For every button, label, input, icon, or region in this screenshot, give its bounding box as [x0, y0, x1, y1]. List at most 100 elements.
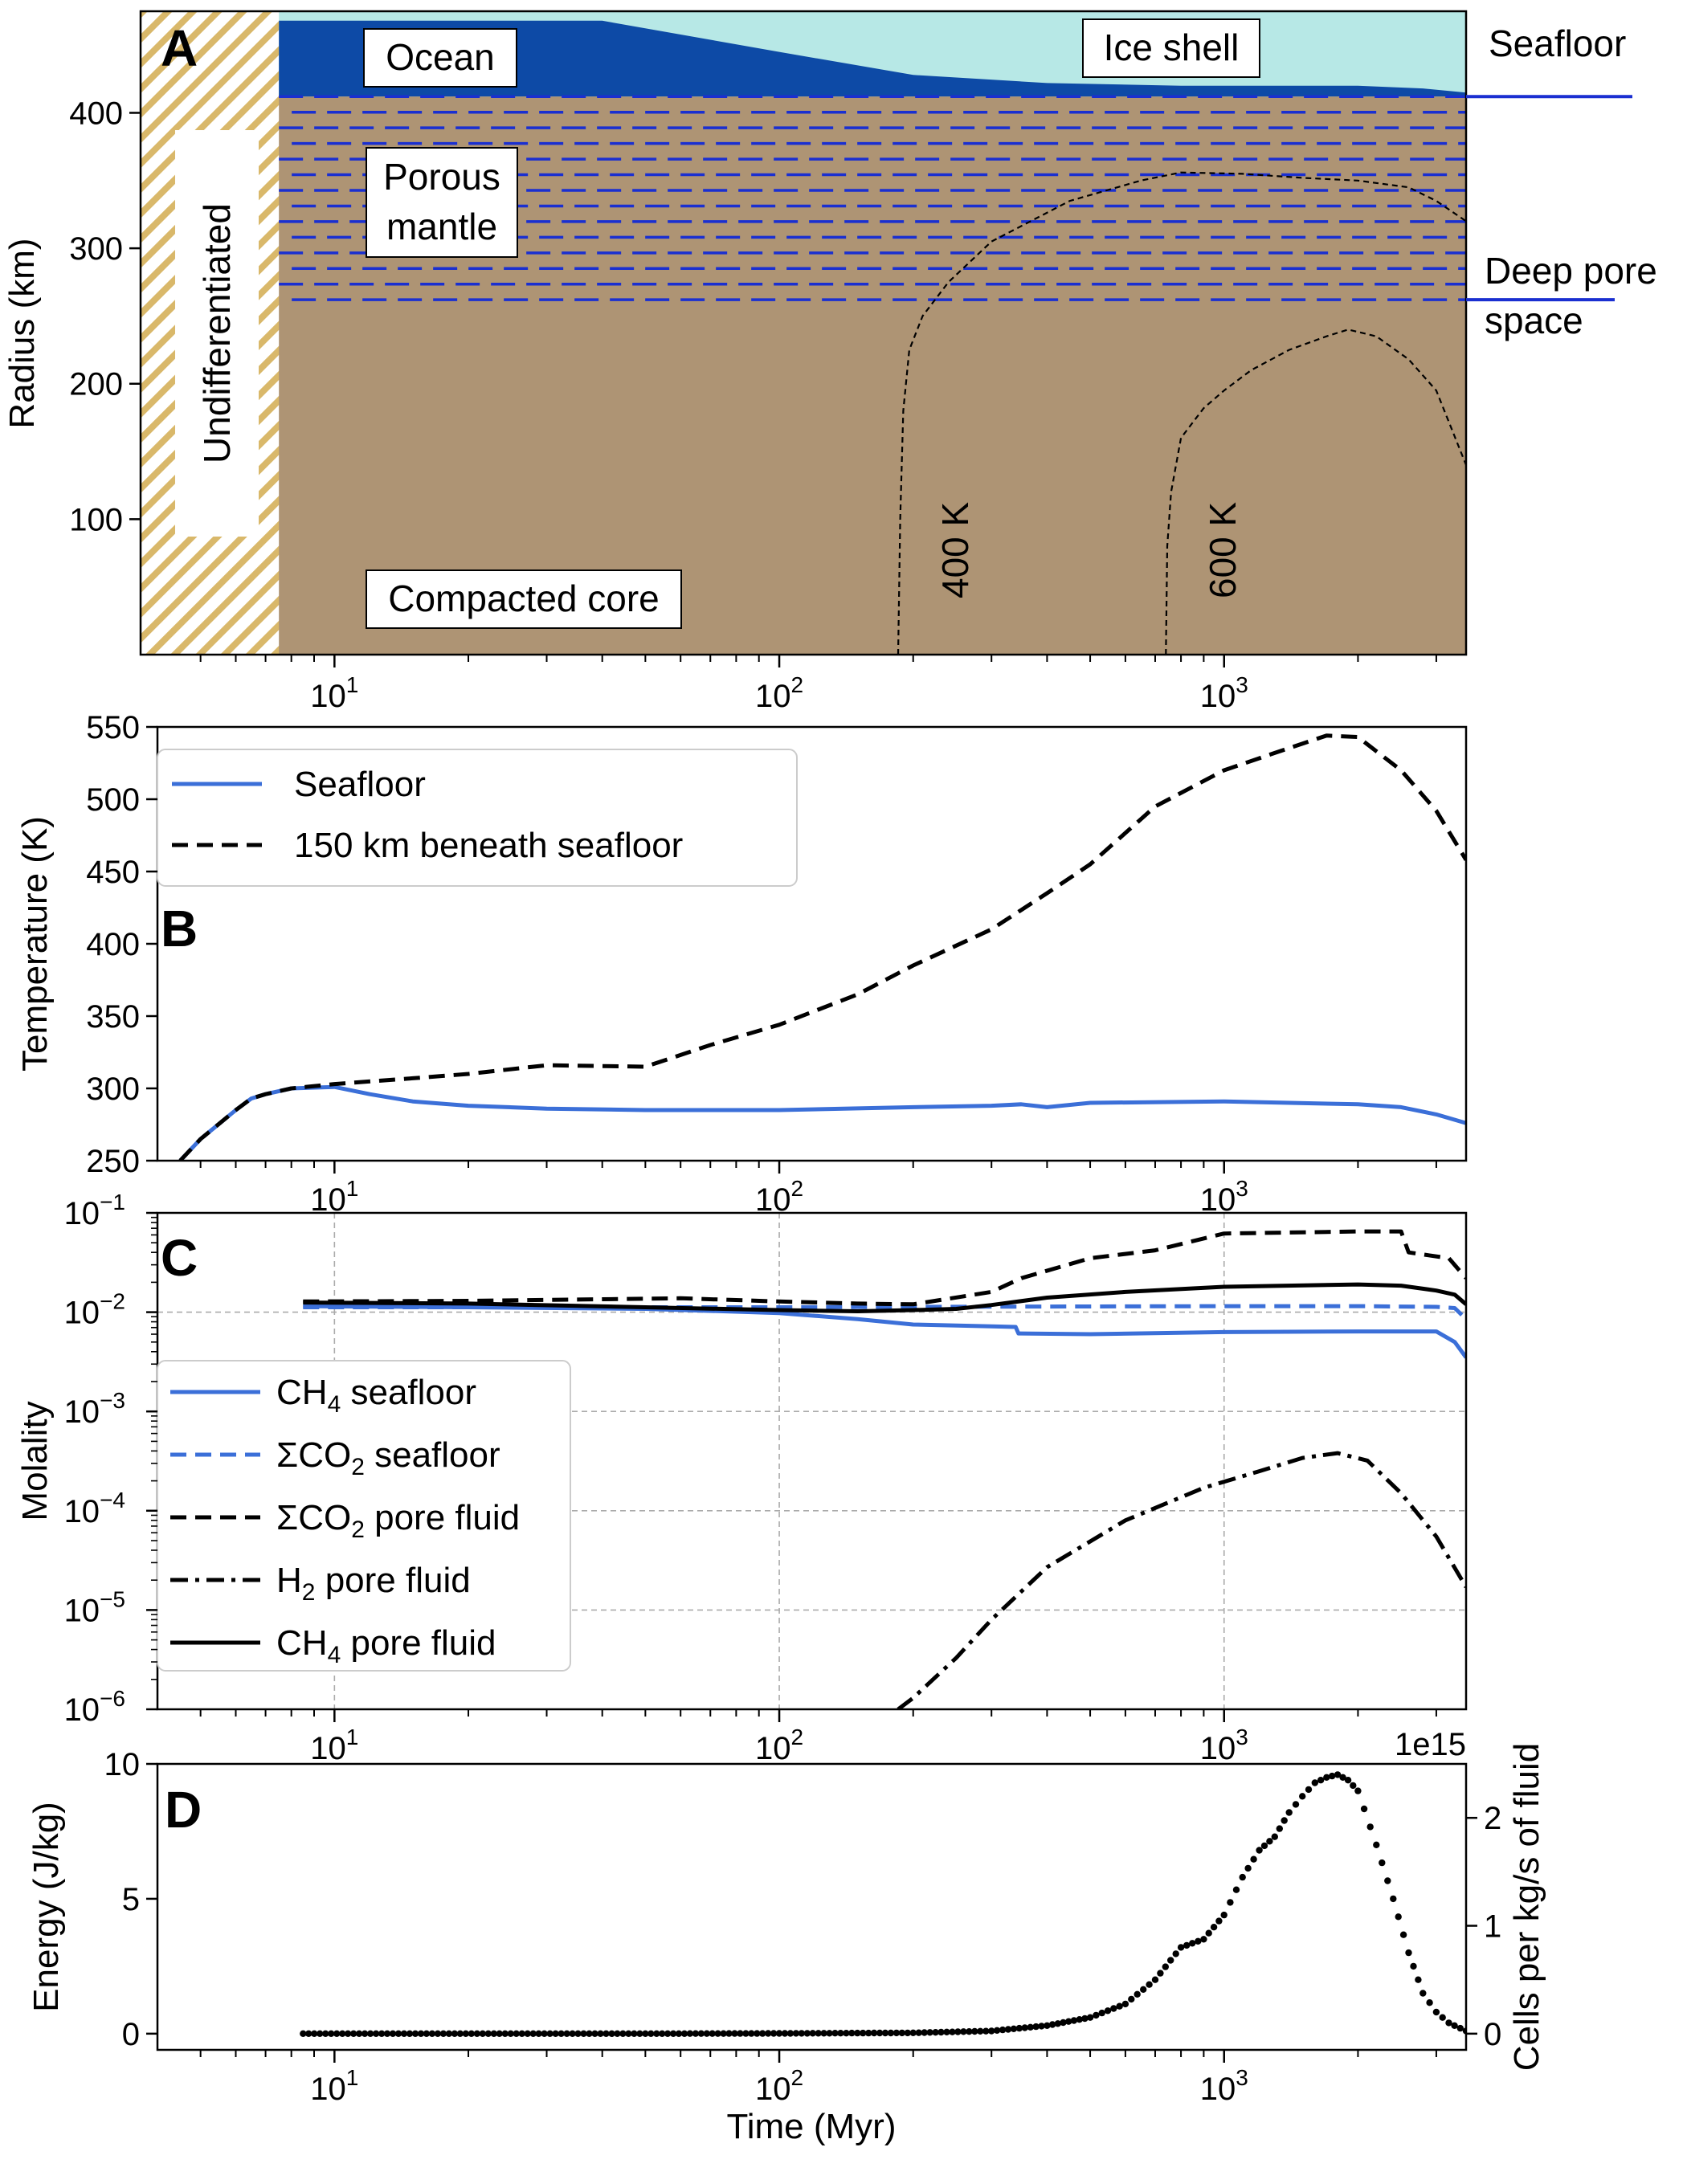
energy-point — [541, 2030, 548, 2037]
energy-point — [468, 2030, 475, 2037]
undifferentiated-label-box — [175, 130, 259, 537]
energy-point — [339, 2030, 346, 2037]
x-tick-label: 103 — [1200, 2065, 1248, 2107]
panel-b-temperature-chart: B Seafloor 150 km beneath seafloor Tempe… — [15, 710, 1468, 1218]
y-tick-label: 10 — [104, 1747, 141, 1782]
energy-point — [546, 2030, 553, 2037]
energy-point — [1456, 2024, 1464, 2032]
panel-b-legend-box — [157, 749, 798, 887]
energy-point — [1354, 1787, 1362, 1794]
energy-point — [647, 2030, 655, 2037]
energy-point — [843, 2030, 850, 2037]
contour-600k — [1165, 329, 1466, 655]
energy-point — [860, 2029, 867, 2037]
energy-point — [411, 2030, 419, 2037]
energy-point — [1432, 2008, 1440, 2016]
energy-point — [742, 2030, 750, 2037]
y2-tick-label: 0 — [1484, 2017, 1501, 2052]
energy-point — [831, 2030, 839, 2037]
energy-point — [535, 2030, 542, 2037]
y-tick-label: 5 — [122, 1882, 140, 1917]
energy-point — [1183, 1941, 1191, 1949]
energy-point — [1104, 2007, 1112, 2015]
molality-line-5 — [303, 1282, 1466, 1313]
energy-point — [675, 2030, 683, 2037]
energy-point — [349, 2030, 357, 2037]
energy-point — [659, 2030, 666, 2037]
energy-point — [1311, 1779, 1319, 1786]
energy-point — [731, 2030, 738, 2037]
energy-point — [1081, 2015, 1089, 2023]
energy-point — [854, 2029, 861, 2037]
energy-point — [1271, 1833, 1279, 1840]
panel-b-xticks: 101 102 103 — [199, 1161, 1437, 1218]
porous-mantle-label-box — [366, 147, 518, 258]
energy-point — [1004, 2026, 1012, 2033]
energy-point — [1244, 1864, 1252, 1872]
energy-point — [759, 2030, 766, 2037]
energy-point — [865, 2029, 872, 2037]
panel-d-energy-chart: D Energy (J/kg) Cells per kg/s of fluid … — [27, 1727, 1546, 2146]
energy-point — [1439, 2014, 1446, 2021]
x-tick-label: 103 — [1200, 1725, 1248, 1766]
energy-point — [703, 2030, 710, 2037]
energy-point — [631, 2030, 638, 2037]
y-tick-label: 300 — [69, 231, 123, 267]
x-tick-label: 102 — [755, 2065, 803, 2107]
energy-point — [893, 2029, 901, 2037]
energy-point — [748, 2030, 755, 2037]
energy-point — [870, 2029, 878, 2037]
energy-point — [932, 2029, 939, 2036]
energy-point — [1227, 1899, 1234, 1906]
energy-point — [1086, 2014, 1094, 2021]
energy-point — [798, 2030, 805, 2037]
y-tick-label: 10−4 — [64, 1488, 125, 1529]
panel-d-letter: D — [165, 1781, 202, 1839]
energy-point — [372, 2030, 380, 2037]
y-tick-label: 300 — [86, 1072, 140, 1107]
energy-point — [1060, 2019, 1067, 2027]
energy-point — [456, 2030, 464, 2037]
energy-point — [977, 2027, 984, 2035]
molality-line-3 — [303, 1229, 1466, 1307]
energy-point — [1395, 1913, 1402, 1921]
energy-point — [971, 2027, 978, 2035]
energy-point — [642, 2030, 649, 2037]
energy-point — [1210, 1924, 1218, 1931]
energy-point — [614, 2030, 621, 2037]
energy-point — [1276, 1825, 1284, 1832]
y-tick-label: 10−2 — [64, 1289, 125, 1331]
energy-point — [1177, 1944, 1185, 1951]
y-tick-label: 10−6 — [64, 1686, 125, 1728]
energy-point — [619, 2030, 627, 2037]
energy-point — [1399, 1931, 1407, 1938]
energy-point — [490, 2030, 497, 2037]
energy-point — [820, 2030, 827, 2037]
energy-point — [1390, 1895, 1397, 1903]
y-tick-label: 100 — [69, 502, 123, 537]
energy-point — [999, 2026, 1007, 2034]
energy-point — [792, 2030, 800, 2037]
molality-line-4 — [897, 1451, 1466, 1709]
ice-shell-label-box — [1082, 18, 1260, 78]
panel-c-molality-chart: C CH4 seafloor ΣCO2 seafloor ΣCO2 pore flu… — [15, 1190, 1468, 1766]
energy-point — [451, 2030, 459, 2037]
energy-point — [507, 2030, 514, 2037]
x-tick-label: 102 — [755, 1176, 803, 1218]
energy-point — [1344, 1777, 1352, 1784]
legend-label-4: H2 pore fluid — [276, 1561, 471, 1606]
energy-point — [926, 2029, 933, 2036]
energy-point — [809, 2030, 816, 2037]
energy-point — [1151, 1976, 1159, 1983]
legend-label-1: CH4 seafloor — [276, 1373, 476, 1418]
energy-point — [1250, 1855, 1257, 1863]
compacted-core-label: Compacted core — [388, 578, 660, 619]
energy-point — [826, 2030, 833, 2037]
energy-point — [518, 2030, 525, 2037]
undifferentiated-label: Undifferentiated — [196, 203, 238, 463]
energy-point — [1157, 1970, 1164, 1977]
energy-point — [1239, 1873, 1246, 1881]
energy-point — [1032, 2023, 1040, 2031]
energy-point — [389, 2030, 397, 2037]
